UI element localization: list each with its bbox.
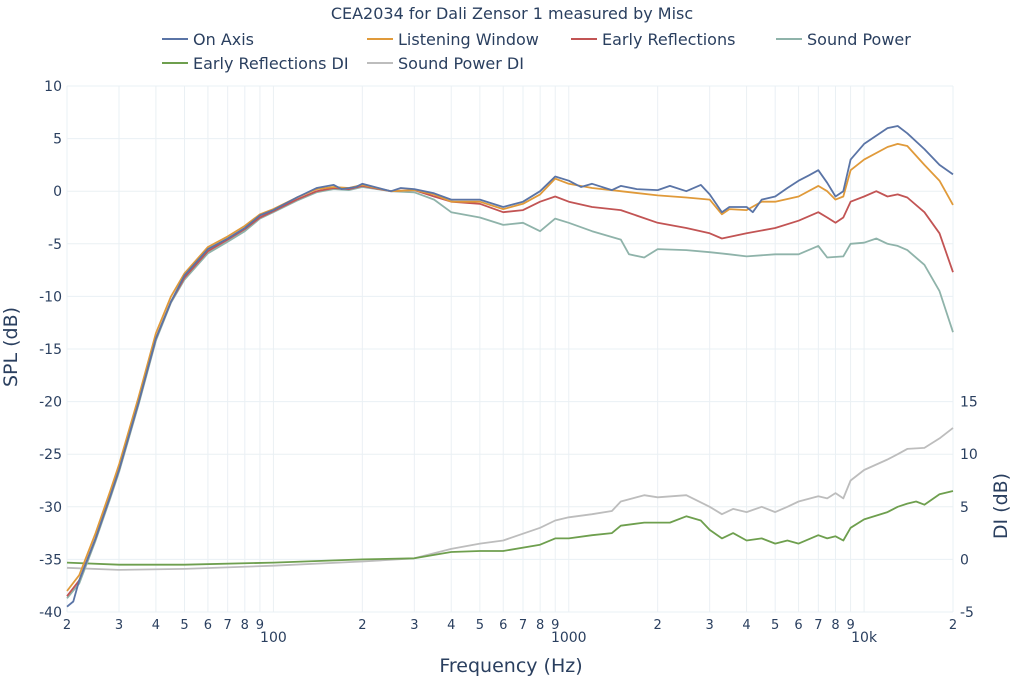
x-tick-label-minor: 2 (358, 618, 366, 633)
legend-label: Early Reflections (602, 30, 735, 49)
x-tick-label-major: 10k (851, 630, 878, 646)
y2-axis-ticks: 15 10 5 0 -5 (960, 395, 978, 621)
x-tick-label-minor: 2 (949, 618, 957, 633)
x-tick-label-minor: 9 (256, 618, 264, 633)
legend-item-sound-power[interactable]: Sound Power (776, 30, 911, 49)
y-tick-label: -30 (39, 500, 62, 516)
x-tick-label-minor: 2 (63, 618, 71, 633)
x-tick-label-major: 1000 (551, 630, 587, 646)
y-tick-label: -40 (39, 605, 62, 621)
grid (66, 85, 954, 613)
x-tick-label-minor: 5 (771, 618, 779, 633)
y-tick-label: 5 (53, 132, 62, 148)
series-line-early-reflections-di (66, 490, 954, 566)
series-layer (66, 125, 954, 608)
y-tick-label: -15 (39, 342, 62, 358)
x-tick-label-minor: 8 (831, 618, 839, 633)
x-tick-label-minor: 8 (241, 618, 249, 633)
y2-tick-label: 5 (960, 500, 969, 516)
x-tick-label-minor: 7 (814, 618, 822, 633)
x-tick-label-minor: 4 (447, 618, 455, 633)
y-tick-label: 0 (53, 184, 62, 200)
y-tick-label: -35 (39, 552, 62, 568)
legend-label: On Axis (193, 30, 254, 49)
x-tick-label-major: 100 (260, 630, 287, 646)
y2-tick-label: -5 (960, 605, 974, 621)
y-tick-label: 10 (44, 79, 62, 95)
x-tick-label-minor: 7 (519, 618, 527, 633)
legend-label: Early Reflections DI (193, 54, 349, 73)
series-line-on-axis (66, 125, 954, 608)
y2-tick-label: 15 (960, 395, 978, 411)
y-tick-label: -10 (39, 289, 62, 305)
series-line-early-reflections (66, 185, 954, 597)
x-tick-label-minor: 8 (536, 618, 544, 633)
legend-item-sound-power-di[interactable]: Sound Power DI (367, 54, 524, 73)
series-line-listening-window (66, 143, 954, 592)
series-line-sound-power (66, 186, 954, 599)
y2-tick-label: 10 (960, 447, 978, 463)
x-tick-label-minor: 4 (152, 618, 160, 633)
legend-item-early-reflections-di[interactable]: Early Reflections DI (162, 54, 349, 73)
y2-tick-label: 0 (960, 552, 969, 568)
x-tick-label-minor: 5 (180, 618, 188, 633)
series-line-sound-power-di (66, 427, 954, 571)
x-tick-label-minor: 9 (551, 618, 559, 633)
y-tick-label: -25 (39, 447, 62, 463)
legend-item-listening-window[interactable]: Listening Window (367, 30, 539, 49)
legend-label: Listening Window (398, 30, 539, 49)
x-tick-label-minor: 7 (224, 618, 232, 633)
y-tick-label: -20 (39, 395, 62, 411)
x-tick-label-minor: 5 (476, 618, 484, 633)
chart-title: CEA2034 for Dali Zensor 1 measured by Mi… (331, 4, 693, 23)
x-tick-label-minor: 9 (846, 618, 854, 633)
y-axis-ticks: 10 5 0 -5 -10 -15 -20 -25 -30 -35 -40 (39, 79, 62, 621)
x-axis-title: Frequency (Hz) (439, 655, 582, 677)
legend-item-on-axis[interactable]: On Axis (162, 30, 254, 49)
legend-label: Sound Power (807, 30, 911, 49)
x-tick-label-minor: 2 (654, 618, 662, 633)
y-axis-title: SPL (dB) (0, 307, 22, 387)
x-tick-label-minor: 3 (410, 618, 418, 633)
legend-item-early-reflections[interactable]: Early Reflections (571, 30, 735, 49)
legend-label: Sound Power DI (398, 54, 524, 73)
x-tick-label-minor: 4 (742, 618, 750, 633)
legend[interactable]: On Axis Listening Window Early Reflections… (162, 30, 911, 73)
x-tick-label-minor: 3 (706, 618, 714, 633)
x-tick-label-minor: 6 (204, 618, 212, 633)
y-tick-label: -5 (48, 237, 62, 253)
x-tick-label-minor: 3 (115, 618, 123, 633)
y2-axis-title: DI (dB) (990, 473, 1012, 539)
x-tick-label-minor: 6 (794, 618, 802, 633)
x-tick-label-minor: 6 (499, 618, 507, 633)
